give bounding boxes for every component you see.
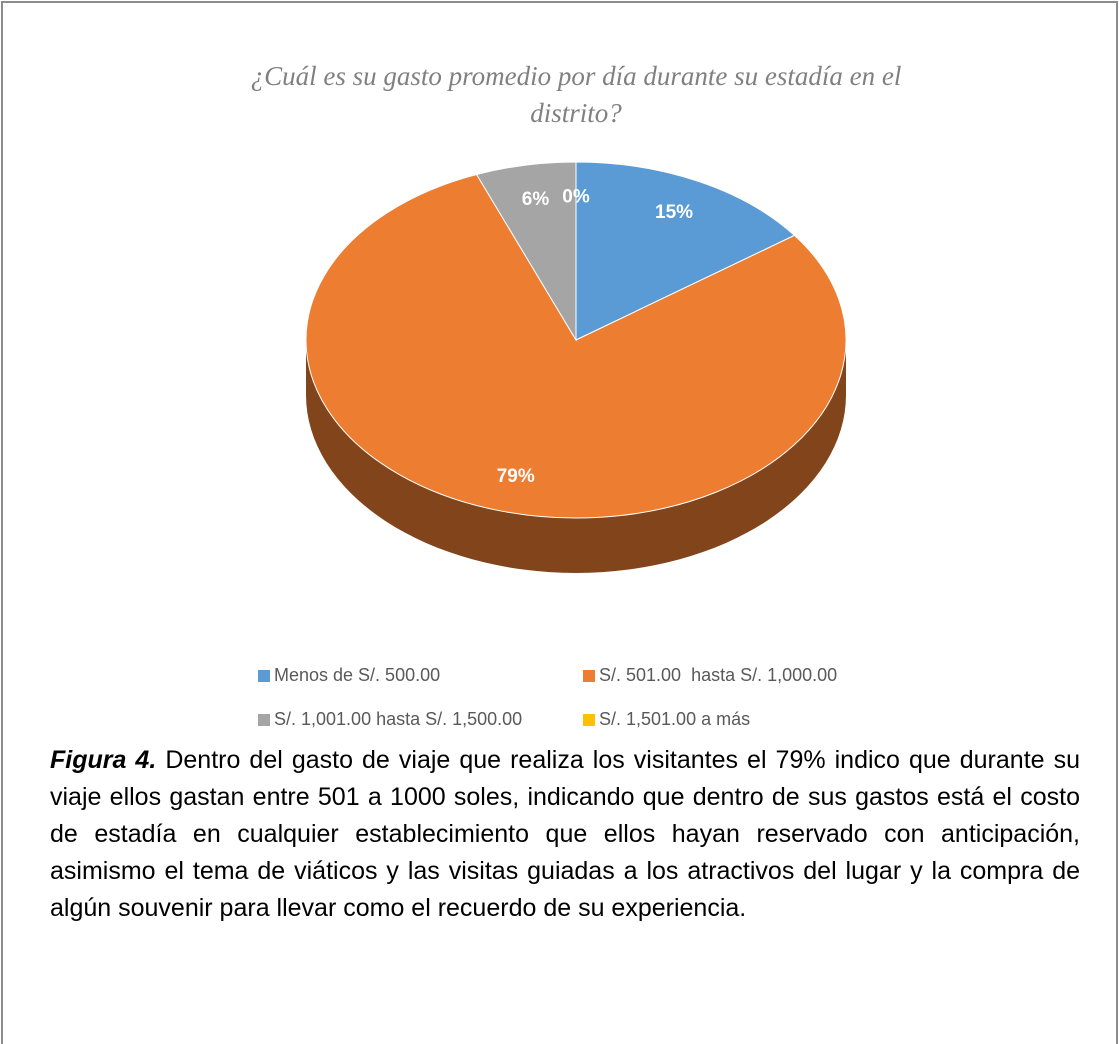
legend-swatch (583, 670, 595, 682)
legend-label: S/. 1,501.00 a más (599, 709, 750, 729)
data-label: 6% (522, 189, 550, 210)
data-label: 79% (497, 466, 535, 487)
data-label: 15% (655, 202, 693, 223)
pie-slice (475, 161, 577, 342)
chart-title: ¿Cuál es su gasto promedio por día duran… (251, 61, 902, 91)
legend-swatch (258, 670, 270, 682)
legend-swatch (583, 714, 595, 726)
legend-label: S/. 501.00 hasta S/. 1,000.00 (599, 665, 837, 685)
pie-slice (305, 173, 847, 519)
legend-label: S/. 1,001.00 hasta S/. 1,500.00 (274, 709, 522, 729)
pie-slice (575, 161, 796, 341)
caption-label: Figura 4. (50, 746, 157, 774)
legend-label: Menos de S/. 500.00 (274, 665, 440, 685)
caption: Figura 4. Dentro del gasto de viaje que … (50, 742, 1080, 927)
pie-side (306, 340, 846, 573)
legend-swatch (258, 714, 270, 726)
chart-title: distrito? (530, 98, 622, 128)
caption-text: Dentro del gasto de viaje que realiza lo… (50, 746, 1080, 922)
data-label: 0% (562, 187, 590, 208)
